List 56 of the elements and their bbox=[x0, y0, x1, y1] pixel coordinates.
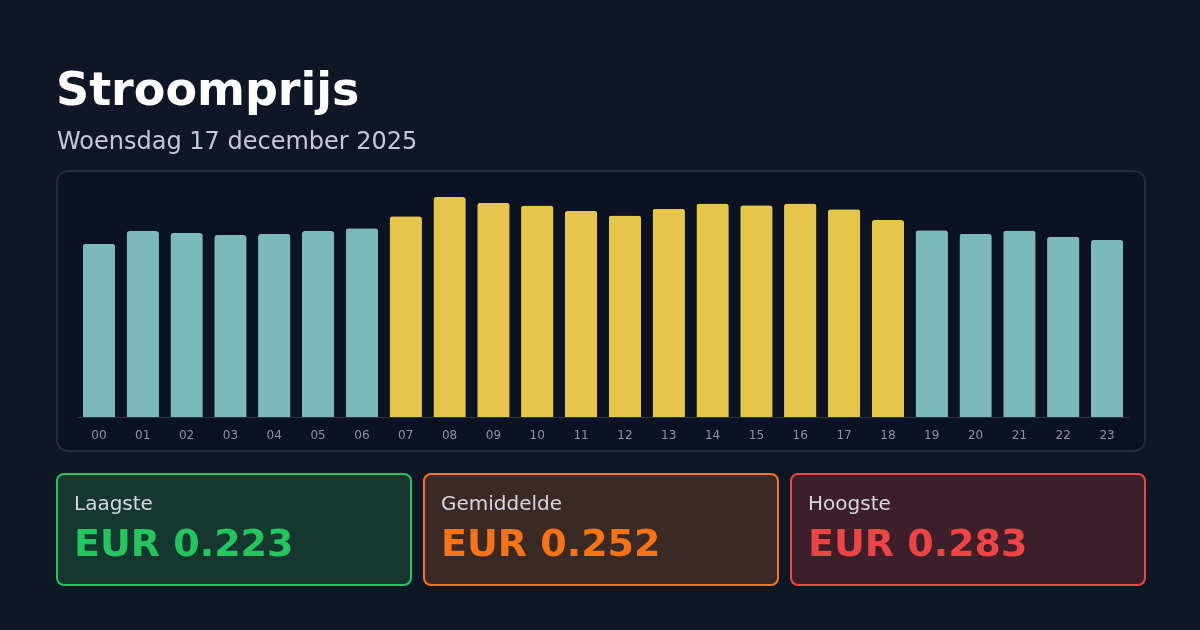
bar bbox=[871, 220, 905, 417]
bar bbox=[1090, 239, 1124, 417]
bar bbox=[170, 233, 203, 417]
bar bbox=[652, 208, 685, 417]
x-tick-label: 01 bbox=[135, 427, 151, 442]
x-tick-label: 23 bbox=[1099, 427, 1115, 442]
x-tick-label: 18 bbox=[880, 427, 896, 442]
x-tick-label: 07 bbox=[398, 427, 414, 442]
bar bbox=[696, 203, 729, 417]
text: Laagste bbox=[74, 491, 153, 515]
bar bbox=[608, 215, 642, 417]
x-tick-label: 15 bbox=[748, 427, 765, 442]
bar bbox=[564, 210, 598, 417]
x-tick-label: 11 bbox=[573, 427, 589, 442]
chart-subtitle: Woensdag 17 december 2025 bbox=[57, 127, 418, 155]
x-tick-label: 21 bbox=[1011, 427, 1028, 442]
x-tick-label: 09 bbox=[485, 427, 502, 442]
bar bbox=[784, 203, 817, 417]
text: Hoogste bbox=[808, 491, 891, 515]
bar bbox=[1003, 230, 1036, 417]
bar bbox=[521, 205, 554, 417]
bar bbox=[1047, 236, 1080, 417]
x-tick-label: 00 bbox=[91, 427, 107, 442]
bar bbox=[345, 228, 379, 417]
x-tick-label: 17 bbox=[836, 427, 852, 442]
chart-title: Stroomprijs bbox=[56, 62, 360, 116]
x-tick-label: 02 bbox=[178, 427, 195, 442]
bar bbox=[827, 209, 861, 417]
bar bbox=[433, 197, 466, 417]
bar bbox=[82, 243, 116, 417]
x-tick-label: 14 bbox=[704, 427, 721, 442]
bar bbox=[258, 233, 291, 417]
text: EUR 0.283 bbox=[808, 521, 1028, 565]
bar bbox=[959, 233, 992, 417]
x-tick-label: 13 bbox=[661, 427, 677, 442]
bar bbox=[126, 231, 159, 417]
x-tick-label: 05 bbox=[310, 427, 326, 442]
text: EUR 0.252 bbox=[441, 521, 661, 565]
text: EUR 0.223 bbox=[74, 521, 294, 565]
x-tick-label: 22 bbox=[1055, 427, 1071, 442]
x-tick-label: 10 bbox=[529, 427, 545, 442]
text: Gemiddelde bbox=[441, 491, 563, 515]
bar bbox=[301, 231, 335, 417]
bar bbox=[389, 216, 422, 417]
x-tick-label: 04 bbox=[266, 427, 282, 442]
x-tick-label: 16 bbox=[792, 427, 808, 442]
bar bbox=[477, 202, 510, 417]
x-tick-label: 12 bbox=[617, 427, 633, 442]
x-tick-label: 08 bbox=[441, 427, 458, 442]
bar bbox=[915, 230, 948, 417]
bar bbox=[740, 205, 773, 417]
x-tick-label: 19 bbox=[924, 427, 940, 442]
x-tick-label: 03 bbox=[222, 427, 239, 442]
x-tick-label: 06 bbox=[354, 427, 370, 442]
bar bbox=[214, 235, 247, 417]
x-tick-label: 20 bbox=[967, 427, 984, 442]
